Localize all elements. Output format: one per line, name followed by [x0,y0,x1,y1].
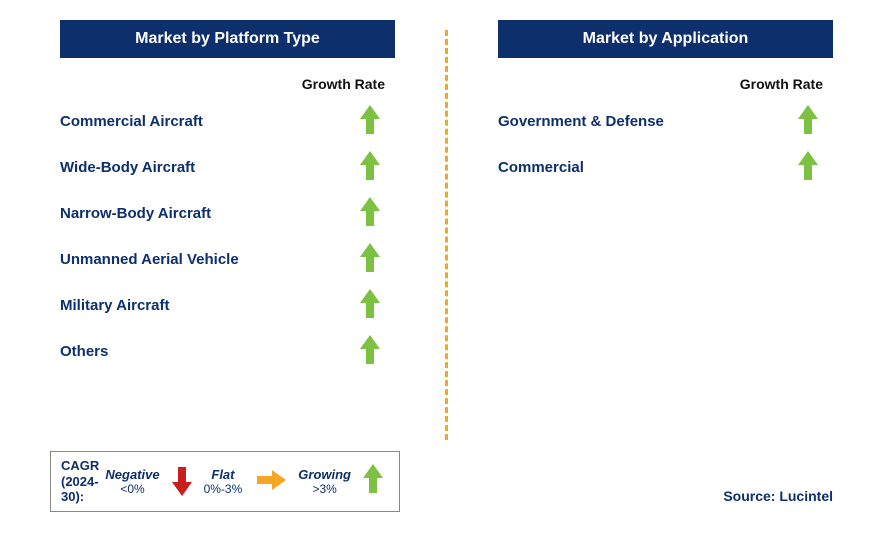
market-row-label: Unmanned Aerial Vehicle [60,251,239,268]
arrow-up-icon [773,151,843,183]
market-row: Others [60,336,405,366]
legend-growing-title: Growing [298,467,351,482]
arrow-up-icon [335,151,405,183]
legend-cagr-line1: CAGR [61,458,99,473]
market-row: Wide-Body Aircraft [60,152,405,182]
legend-growing-range: >3% [312,482,336,496]
right-growth-rate-header: Growth Rate [468,76,863,92]
growth-arrow [798,105,818,119]
arrow-right-icon [254,470,286,493]
arrow-up-icon [335,197,405,229]
arrow-up-icon [335,243,405,275]
left-growth-rate-header: Growth Rate [30,76,425,92]
right-panel: Market by Application Growth Rate Govern… [448,20,863,450]
legend-growing-seg: Growing >3% [298,467,351,496]
market-row-label: Narrow-Body Aircraft [60,205,211,222]
growth-arrow [360,335,380,349]
market-row: Commercial [498,152,843,182]
market-row-label: Commercial [498,159,584,176]
market-row-label: Military Aircraft [60,297,169,314]
market-row-label: Commercial Aircraft [60,113,203,130]
growth-arrow [360,151,380,165]
source-label: Source: Lucintel [723,488,833,504]
market-row: Narrow-Body Aircraft [60,198,405,228]
right-rows: Government & Defense Commercial [468,106,863,182]
arrow-up-icon [335,105,405,137]
market-row: Military Aircraft [60,290,405,320]
growth-arrow [798,151,818,165]
market-row: Government & Defense [498,106,843,136]
growth-arrow [360,197,380,211]
left-panel-header: Market by Platform Type [60,20,395,58]
legend-growing-arrow [363,464,383,478]
growth-arrow [360,243,380,257]
market-row-label: Others [60,343,108,360]
arrow-up-icon [363,464,383,499]
cagr-legend: CAGR (2024-30): Negative <0% Flat 0%-3% … [50,451,400,512]
left-rows: Commercial Aircraft Wide-Body Aircraft Nar… [30,106,425,366]
arrow-up-icon [335,335,405,367]
legend-flat-title: Flat [211,467,234,482]
legend-negative-arrow [172,482,192,496]
legend-flat-arrow [272,470,286,490]
market-row: Commercial Aircraft [60,106,405,136]
arrow-up-icon [335,289,405,321]
legend-flat-range: 0%-3% [204,482,243,496]
legend-cagr-line2: (2024-30): [61,474,99,505]
arrow-up-icon [773,105,843,137]
growth-arrow [360,105,380,119]
legend-negative-seg: Negative <0% [105,467,159,496]
legend-flat-seg: Flat 0%-3% [204,467,243,496]
market-row: Unmanned Aerial Vehicle [60,244,405,274]
legend-negative-range: <0% [120,482,144,496]
arrow-down-icon [172,464,192,499]
right-panel-header: Market by Application [498,20,833,58]
market-row-label: Wide-Body Aircraft [60,159,195,176]
panels-container: Market by Platform Type Growth Rate Comm… [30,20,863,450]
left-panel: Market by Platform Type Growth Rate Comm… [30,20,445,450]
growth-arrow [360,289,380,303]
legend-negative-title: Negative [105,467,159,482]
legend-cagr-label: CAGR (2024-30): [61,458,99,505]
market-row-label: Government & Defense [498,113,664,130]
